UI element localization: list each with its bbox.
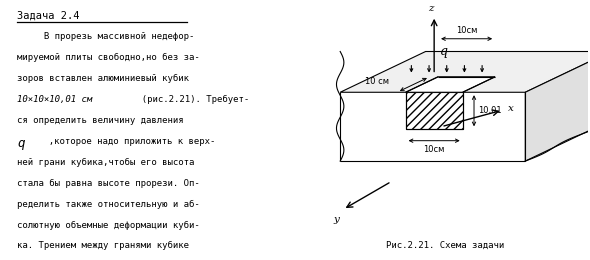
Text: q: q: [17, 137, 25, 150]
Text: ней грани кубика,чтобы его высота: ней грани кубика,чтобы его высота: [17, 158, 195, 167]
Polygon shape: [406, 92, 463, 129]
Polygon shape: [525, 51, 590, 161]
Text: ределить также относительную и аб-: ределить также относительную и аб-: [17, 200, 200, 209]
Text: 10см: 10см: [456, 26, 477, 35]
Text: мируемой плиты свободно,но без за-: мируемой плиты свободно,но без за-: [17, 53, 200, 62]
Text: ся определить величину давления: ся определить величину давления: [17, 116, 183, 125]
Text: x: x: [508, 104, 514, 113]
Text: ,которое надо приложить к верх-: ,которое надо приложить к верх-: [38, 137, 215, 146]
Text: 10см: 10см: [424, 145, 445, 153]
Polygon shape: [406, 77, 495, 92]
Text: (рис.2.21). Требует-: (рис.2.21). Требует-: [130, 95, 249, 104]
Text: 10×10×10,01 см: 10×10×10,01 см: [17, 95, 92, 104]
Text: Задача 2.4: Задача 2.4: [17, 11, 80, 21]
Text: ка. Трением между гранями кубике: ка. Трением между гранями кубике: [17, 241, 189, 250]
Text: стала бы равна высоте прорези. Оп-: стала бы равна высоте прорези. Оп-: [17, 179, 200, 188]
Text: z: z: [428, 4, 434, 13]
Text: 10,01: 10,01: [478, 106, 502, 115]
Text: 10 см: 10 см: [365, 77, 389, 87]
Text: Рис.2.21. Схема задачи: Рис.2.21. Схема задачи: [386, 241, 504, 250]
Text: В прорезь массивной недефор-: В прорезь массивной недефор-: [17, 32, 195, 41]
Polygon shape: [340, 51, 590, 92]
Text: q: q: [440, 45, 448, 58]
Text: солютную объемные деформации куби-: солютную объемные деформации куби-: [17, 220, 200, 230]
Text: зоров вставлен алюминиевый кубик: зоров вставлен алюминиевый кубик: [17, 74, 189, 83]
Text: y: y: [333, 214, 339, 224]
